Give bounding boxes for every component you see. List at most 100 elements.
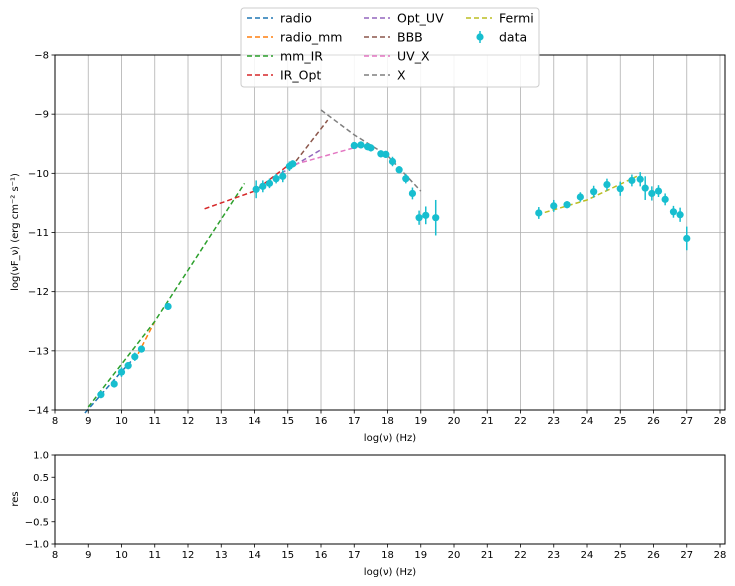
- legend-box: [240, 7, 540, 88]
- data-point: [110, 380, 118, 388]
- data-point-marker: [648, 189, 656, 198]
- x-tick-label: 12: [182, 416, 195, 427]
- data-point-marker: [402, 175, 410, 183]
- data-point: [395, 166, 403, 174]
- legend-entry-mm-ir: mm_IR: [247, 49, 323, 64]
- y-tick-label: 0.0: [33, 495, 49, 506]
- data-point-marker: [616, 185, 624, 193]
- data-point-marker: [535, 209, 543, 217]
- legend-entry-bbb: BBB: [364, 30, 423, 45]
- x-tick-label: 25: [614, 550, 627, 561]
- data-point: [590, 185, 598, 198]
- data-point: [415, 210, 423, 225]
- x-tick-label: 15: [281, 550, 294, 561]
- x-tick-label: 11: [148, 416, 161, 427]
- legend-swatch-marker: [476, 33, 484, 41]
- x-tick-label: 21: [481, 416, 494, 427]
- data-point: [563, 201, 571, 209]
- legend-label: BBB: [397, 30, 423, 45]
- x-tick-label: 16: [315, 416, 328, 427]
- legend-label: IR_Opt: [280, 68, 321, 83]
- data-points: [97, 141, 691, 399]
- data-point-marker: [628, 176, 636, 185]
- legend: radio radio_mm mm_IR IR_Opt Opt_UV BBB UV_X X Fe…: [240, 7, 540, 88]
- model-line-x: [320, 109, 422, 192]
- data-point-marker: [408, 189, 417, 198]
- data-point-marker: [388, 157, 397, 166]
- data-point-marker: [137, 345, 146, 353]
- data-point-marker: [289, 160, 297, 168]
- legend-entry-opt-uv: Opt_UV: [364, 11, 444, 26]
- x-tick-label: 22: [514, 416, 527, 427]
- data-point: [636, 172, 644, 187]
- legend-entry-data: data: [476, 30, 527, 45]
- data-point-marker: [357, 141, 365, 149]
- x-tick-label: 26: [647, 416, 660, 427]
- data-point: [641, 176, 649, 200]
- y-tick-label: 1.0: [33, 451, 49, 462]
- data-point: [683, 226, 691, 251]
- data-point-marker: [576, 193, 584, 201]
- data-point: [432, 199, 440, 236]
- data-point-marker: [654, 187, 663, 195]
- data-point: [252, 180, 260, 199]
- legend-entry-uv-x: UV_X: [364, 49, 430, 64]
- data-point: [669, 205, 678, 218]
- data-point: [576, 192, 584, 202]
- data-point: [272, 173, 280, 184]
- y-tick-label: −14: [28, 406, 49, 417]
- data-point: [616, 181, 624, 196]
- data-point: [388, 156, 397, 167]
- model-line-radio-mm: [137, 320, 156, 355]
- data-point-marker: [641, 184, 649, 192]
- legend-entry-radio: radio: [247, 11, 312, 26]
- main-x-axis-label: log(ν) (Hz): [364, 433, 416, 444]
- y-tick-label: −8: [34, 51, 49, 62]
- main-y-axis-label: log(νF_ν) (erg cm⁻² s⁻¹): [10, 173, 21, 291]
- data-point-marker: [422, 211, 430, 219]
- data-point-marker: [603, 180, 611, 189]
- data-point: [124, 362, 132, 370]
- data-point-marker: [259, 182, 267, 190]
- x-tick-label: 13: [215, 550, 228, 561]
- x-tick-label: 28: [714, 416, 727, 427]
- y-tick-label: −12: [28, 287, 49, 298]
- x-tick-label: 23: [547, 550, 560, 561]
- data-point: [648, 186, 656, 201]
- legend-label: radio_mm: [280, 30, 342, 45]
- y-tick-label: −13: [28, 346, 49, 357]
- x-tick-label: 23: [547, 416, 560, 427]
- data-point: [422, 206, 430, 225]
- data-point-marker: [395, 166, 403, 174]
- y-tick-label: −9: [34, 110, 49, 121]
- x-tick-label: 28: [714, 550, 727, 561]
- x-tick-label: 19: [414, 416, 427, 427]
- data-point-marker: [382, 150, 390, 158]
- data-point: [350, 141, 358, 150]
- x-tick-label: 15: [281, 416, 294, 427]
- x-tick-label: 19: [414, 550, 427, 561]
- data-point-marker: [265, 179, 274, 187]
- data-point: [259, 180, 267, 193]
- x-tick-label: 21: [481, 550, 494, 561]
- main-plot-panel: 8 9 10 11 12 13 14 15 16 17 18 19 20 21 22 23 24 25 26 27 28…: [10, 51, 726, 445]
- data-point-marker: [550, 202, 558, 210]
- y-tick-label: −1.0: [25, 540, 49, 551]
- legend-entry-radio-mm: radio_mm: [247, 30, 342, 45]
- x-tick-label: 24: [581, 416, 594, 427]
- x-tick-label: 18: [381, 550, 394, 561]
- data-point: [117, 367, 126, 377]
- x-tick-label: 10: [115, 416, 128, 427]
- x-tick-label: 8: [52, 550, 58, 561]
- x-tick-label: 17: [348, 550, 361, 561]
- data-point: [289, 160, 297, 168]
- legend-label: mm_IR: [280, 49, 323, 64]
- x-tick-label: 22: [514, 550, 527, 561]
- data-point: [137, 345, 146, 353]
- data-point-marker: [350, 141, 358, 150]
- legend-label: UV_X: [397, 49, 430, 64]
- data-point-marker: [272, 175, 280, 183]
- residual-x-axis-label: log(ν) (Hz): [364, 567, 416, 578]
- data-point-marker: [590, 188, 598, 196]
